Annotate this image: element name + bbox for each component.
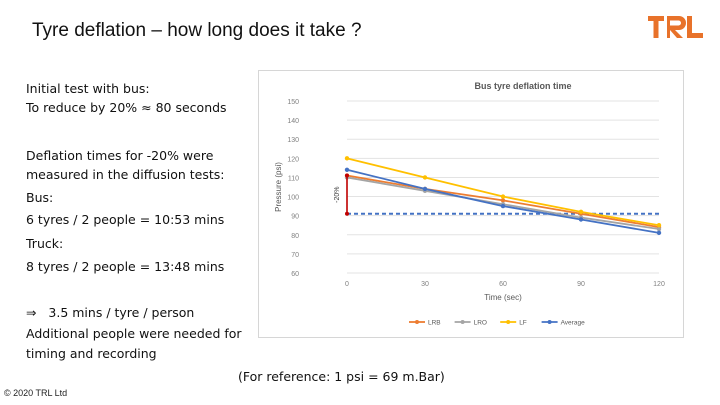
delta-bar-bottom [345,211,349,216]
legend-label-lro: LRO [474,320,487,327]
y-tick-label: 120 [287,156,299,163]
copyright: © 2020 TRL Ltd [4,388,68,398]
conclusion-line-3: timing and recording [26,346,157,361]
y-tick-label: 100 [287,195,299,202]
bus-deflation-chart: -20% Bus tyre deflation time 60 70 80 90 100 1… [274,81,665,327]
diffusion-line-2: measured in the diffusion tests: [26,167,225,182]
y-tick-label: 60 [291,271,299,278]
legend-label-lrb: LRB [428,320,441,327]
legend-marker-lrb [415,320,419,324]
data-point-average [344,167,350,172]
y-axis-label: Pressure (psi) [274,162,283,212]
y-tick-label: 140 [287,118,299,125]
x-tick-label: 120 [653,281,665,288]
data-point-lf [578,209,584,215]
legend-marker-average [547,320,552,324]
y-tick-label: 110 [288,175,299,182]
data-point-average [422,186,428,192]
y-tick-label: 80 [291,233,299,240]
x-axis-label: Time (sec) [484,293,522,302]
conclusion-line-2: Additional people were needed for [26,326,242,341]
data-point-average [656,230,662,236]
delta-bar-top [345,173,349,178]
data-point-lro [656,226,662,232]
y-tick-label: 130 [287,137,299,144]
chart-title: Bus tyre deflation time [474,81,571,91]
reference-note: (For reference: 1 psi = 69 m.Bar) [238,369,445,384]
data-point-lf [656,223,662,228]
y-tick-label: 150 [287,99,299,106]
x-tick-label: 90 [577,281,585,288]
x-tick-label: 0 [345,281,349,288]
data-point-average [500,203,506,209]
conclusion-rate: 3.5 mins / tyre / person [48,305,195,320]
data-point-lf [500,194,506,199]
y-tick-label: 70 [291,252,299,259]
x-tick-label: 60 [499,281,507,288]
y-tick-label: 90 [291,214,299,221]
data-point-lf [422,175,428,180]
x-tick-label: 30 [421,281,429,288]
truck-label: Truck: [26,236,64,251]
chart-frame: -20% Bus tyre deflation time 60 70 80 90 100 1… [258,70,684,338]
diffusion-line-1: Deflation times for -20% were [26,148,214,163]
truck-value: 8 tyres / 2 people = 13:48 mins [26,259,225,274]
initial-test-line-1: Initial test with bus: [26,81,150,96]
legend-label-lf: LF [519,320,527,327]
bus-value: 6 tyres / 2 people = 10:53 mins [26,212,225,227]
bus-label: Bus: [26,190,54,205]
conclusion-line-1: ⇒ 3.5 mins / tyre / person [26,304,194,321]
legend-marker-lf [506,320,511,324]
implies-arrow-icon: ⇒ [26,305,37,320]
initial-test-line-2: To reduce by 20% ≈ 80 seconds [26,100,227,115]
data-point-average [578,217,584,222]
legend-label-average: Average [561,320,585,327]
slide-title: Tyre deflation – how long does it take ? [32,20,362,41]
data-point-lf [344,156,350,161]
delta-label: -20% [334,186,341,202]
data-point-lrb [500,198,506,203]
legend-marker-lro [460,320,465,324]
trl-logo [648,16,703,38]
